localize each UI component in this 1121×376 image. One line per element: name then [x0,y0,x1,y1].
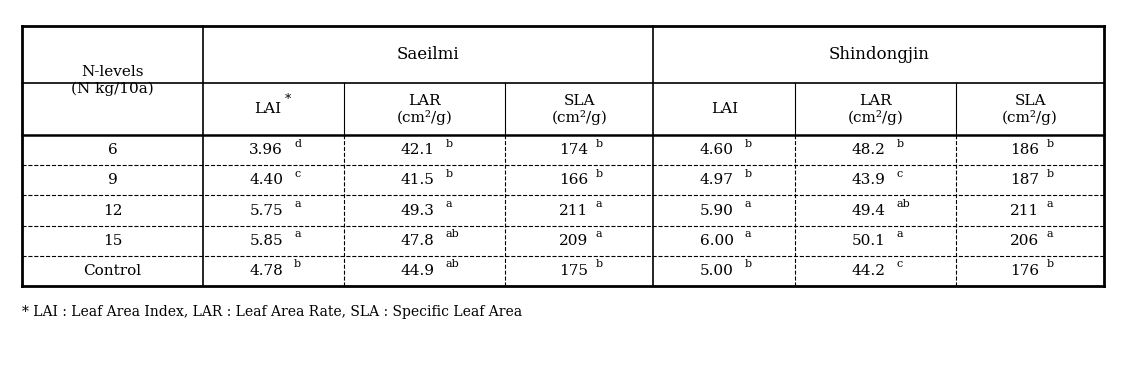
Text: 3.96: 3.96 [249,143,284,157]
Text: N-levels
(N kg/10a): N-levels (N kg/10a) [72,65,154,96]
Text: 49.4: 49.4 [851,203,886,218]
Text: LAR
(cm²/g): LAR (cm²/g) [847,94,904,125]
Text: 4.78: 4.78 [249,264,282,278]
Text: LAI: LAI [254,102,281,116]
Text: Saeilmi: Saeilmi [397,46,460,64]
Text: Shindongjin: Shindongjin [828,46,929,64]
Text: 48.2: 48.2 [851,143,886,157]
Text: a: a [1046,229,1053,239]
Text: 6.00: 6.00 [700,233,734,248]
Text: c: c [896,169,902,179]
Text: b: b [1046,139,1054,149]
Text: 6: 6 [108,143,118,157]
Text: 4.40: 4.40 [249,173,284,187]
Text: LAR
(cm²/g): LAR (cm²/g) [397,94,453,125]
Text: ab: ab [445,259,460,269]
Text: * LAI : Leaf Area Index, LAR : Leaf Area Rate, SLA : Specific Leaf Area: * LAI : Leaf Area Index, LAR : Leaf Area… [22,305,522,318]
Text: 9: 9 [108,173,118,187]
Text: 5.85: 5.85 [249,233,282,248]
Text: 15: 15 [103,233,122,248]
Text: b: b [745,139,752,149]
Text: b: b [595,139,603,149]
Text: b: b [1046,259,1054,269]
Text: *: * [285,94,291,106]
Text: 187: 187 [1010,173,1039,187]
Text: 49.3: 49.3 [400,203,435,218]
Text: 5.00: 5.00 [700,264,734,278]
Text: a: a [294,199,300,209]
Text: a: a [595,229,602,239]
Text: 211: 211 [1010,203,1039,218]
Text: ab: ab [445,229,460,239]
Text: SLA
(cm²/g): SLA (cm²/g) [552,94,608,125]
Text: 43.9: 43.9 [851,173,886,187]
Text: 44.9: 44.9 [400,264,435,278]
Text: a: a [1046,199,1053,209]
Text: 209: 209 [559,233,589,248]
Text: 211: 211 [559,203,589,218]
Text: a: a [445,199,452,209]
Text: 5.90: 5.90 [700,203,734,218]
Text: 47.8: 47.8 [400,233,434,248]
Text: d: d [294,139,302,149]
Text: b: b [445,139,453,149]
Text: 42.1: 42.1 [400,143,435,157]
Text: c: c [896,259,902,269]
Text: 5.75: 5.75 [249,203,282,218]
Text: 41.5: 41.5 [400,173,435,187]
Text: 206: 206 [1010,233,1039,248]
Text: 4.60: 4.60 [700,143,734,157]
Text: b: b [294,259,302,269]
Text: SLA
(cm²/g): SLA (cm²/g) [1002,94,1058,125]
Text: 176: 176 [1010,264,1039,278]
Text: b: b [896,139,904,149]
Text: 50.1: 50.1 [851,233,886,248]
Text: LAI: LAI [711,102,738,116]
Text: b: b [445,169,453,179]
Text: 166: 166 [559,173,589,187]
Text: b: b [1046,169,1054,179]
Text: b: b [595,259,603,269]
Text: a: a [745,199,751,209]
Text: b: b [745,169,752,179]
Text: Control: Control [83,264,141,278]
Text: 4.97: 4.97 [700,173,734,187]
Text: a: a [896,229,902,239]
Text: 186: 186 [1010,143,1039,157]
Text: 175: 175 [559,264,589,278]
Text: 12: 12 [103,203,122,218]
Text: ab: ab [896,199,910,209]
Text: a: a [745,229,751,239]
Text: a: a [595,199,602,209]
Text: a: a [294,229,300,239]
Text: 44.2: 44.2 [851,264,886,278]
Text: b: b [595,169,603,179]
Text: 174: 174 [559,143,589,157]
Text: b: b [745,259,752,269]
Text: c: c [294,169,300,179]
